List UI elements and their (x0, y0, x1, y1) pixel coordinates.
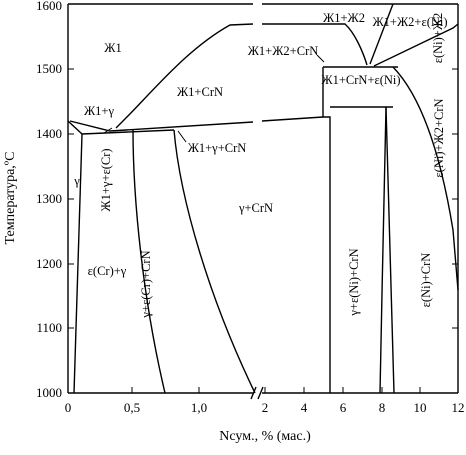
region-label-rotated: γ+ε(Cr)+CrN (139, 250, 153, 318)
y-tick-label: 1100 (36, 320, 62, 335)
eps-ni-line (373, 23, 459, 67)
x-tick-label: 4 (301, 400, 308, 415)
region-label-rotated: Ж1+γ+ε(Cr) (99, 148, 113, 211)
axis-break-mark-2 (257, 386, 264, 400)
x-tick-label: 0 (65, 400, 72, 415)
three-phase-line-right (261, 116, 324, 122)
region-label: Ж1+Ж2 (323, 11, 365, 25)
leader-lines (103, 54, 325, 143)
y-tick-label: 1400 (36, 126, 62, 141)
gamma-solvus (73, 133, 83, 394)
ni-curve-right (392, 66, 459, 291)
region-label-rotated: γ+ε(Ni)+CrN (347, 248, 361, 316)
crn-boundary (173, 129, 256, 394)
x-tick-label: 0,5 (124, 400, 140, 415)
ni-vertical-lower (379, 106, 387, 394)
region-label: Ж1+Ж2+ε(Ni) (372, 15, 447, 29)
phase-boundaries (67, 3, 459, 394)
leader-line (177, 130, 187, 143)
y-tick-label: 1300 (36, 191, 62, 206)
x-tick-label: 1,0 (191, 400, 207, 415)
region-label: Ж1+CrN+ε(Ni) (321, 73, 400, 87)
liquidus-curve-right (262, 23, 368, 66)
x-axis: 0 0,5 1,0 2 4 6 8 10 12 Nсум., % (мас.) (65, 387, 465, 444)
region-label: γ+CrN (238, 201, 273, 215)
y-tick-label: 1600 (36, 0, 62, 13)
y-tick-label: 1500 (36, 61, 62, 76)
x-tick-label: 8 (379, 400, 386, 415)
liquidus-curve (115, 23, 254, 129)
leader-line (103, 127, 113, 134)
vertical-ni-left (385, 106, 395, 394)
left-curve-gamma (67, 120, 83, 135)
region-label-rotated: ε(Ni)+Ж2 (431, 13, 445, 64)
region-label-rotated: ε(Ni)+Ж2+CrN (432, 98, 446, 177)
region-label: γ (73, 174, 80, 188)
x-tick-label: 12 (452, 400, 465, 415)
miscibility-line (369, 3, 394, 65)
eutectic-line-1395 (81, 129, 175, 135)
region-label: Ж1 (104, 41, 121, 55)
region-label: Ж1+γ+CrN (188, 141, 247, 155)
leader-line (316, 54, 325, 63)
y-axis: 1000 1100 1200 1300 1400 1500 1600 Темпе… (3, 0, 458, 400)
eps-cr-boundary (132, 129, 166, 394)
region-label: ε(Cr)+γ (88, 264, 127, 278)
x-tick-label: 2 (262, 400, 269, 415)
region-label: Ж1+γ (84, 104, 114, 118)
axis-break-mark-1 (250, 386, 257, 400)
three-phase-line-1400 (69, 120, 254, 132)
region-label: Ж1+Ж2+CrN (248, 44, 319, 58)
x-tick-label: 6 (340, 400, 347, 415)
x-axis-label: Nсум., % (мас.) (219, 429, 311, 444)
region-label-rotated: ε(Ni)+CrN (419, 253, 433, 308)
phase-region-labels: Ж1 Ж1+Ж2 Ж1+Ж2+ε(Ni) ε(Ni)+Ж2 Ж1+Ж2+CrN … (73, 11, 447, 319)
vertical-crn-left (322, 67, 331, 393)
y-axis-label: Температура,ºС (3, 152, 18, 245)
x-tick-label: 10 (414, 400, 427, 415)
y-tick-label: 1000 (36, 385, 62, 400)
region-label: Ж1+CrN (177, 85, 223, 99)
y-tick-label: 1200 (36, 256, 62, 271)
